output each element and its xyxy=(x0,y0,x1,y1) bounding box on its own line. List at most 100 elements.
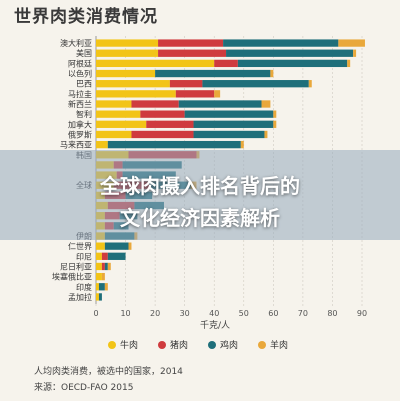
category-label: 智利 xyxy=(76,109,92,119)
x-tick-label: 40 xyxy=(209,309,219,318)
bar-segment-poultry xyxy=(107,252,126,260)
bar-segment-mutton xyxy=(104,283,108,291)
bar-segment-poultry xyxy=(107,140,241,149)
bar-segment-beef xyxy=(96,59,215,68)
bar-segment-beef xyxy=(96,100,132,108)
bar-segment-poultry xyxy=(104,262,108,271)
bar-segment-beef xyxy=(96,293,99,301)
legend-item-beef: 牛肉 xyxy=(108,338,138,351)
x-tick-label: 0 xyxy=(93,309,98,318)
bar-segment-beef xyxy=(96,242,105,250)
bar-segment-pork xyxy=(146,120,194,128)
bar-segment-beef xyxy=(96,283,99,291)
category-label: 澳大利亚 xyxy=(60,38,92,48)
legend-swatch-beef xyxy=(108,341,116,349)
legend-label-poultry: 鸡肉 xyxy=(220,341,239,351)
category-label: 印尼 xyxy=(76,252,92,261)
bar-segment-poultry xyxy=(193,130,265,139)
bar-segment-mutton xyxy=(261,100,271,108)
bar-segment-pork xyxy=(131,100,179,108)
legend-swatch-pork xyxy=(158,341,166,349)
bar-segment-pork xyxy=(158,39,224,47)
category-label: 马来西亚 xyxy=(60,141,92,150)
bar-segment-poultry xyxy=(178,100,262,108)
bar-segment-beef xyxy=(96,110,141,118)
legend-item-pork: 猪肉 xyxy=(158,338,188,351)
bar-segment-poultry xyxy=(155,69,271,78)
bar-segment-poultry xyxy=(193,120,274,128)
bar-segment-pork xyxy=(131,130,194,139)
x-tick-label: 30 xyxy=(180,309,190,318)
bar-segment-beef xyxy=(96,130,132,139)
legend-item-mutton: 羊肉 xyxy=(258,338,288,351)
bar-segment-poultry xyxy=(226,49,354,57)
bar-segment-mutton xyxy=(270,69,274,78)
bar-segment-mutton xyxy=(347,59,351,68)
bar-segment-poultry xyxy=(104,242,129,250)
headline-line-1: 全球肉摄入排名背后的 xyxy=(100,174,300,198)
chart-legend: 牛肉 猪肉 鸡肉 羊肉 xyxy=(108,338,388,352)
x-tick-label: 60 xyxy=(268,309,278,318)
headline-line-2: 文化经济因素解析 xyxy=(120,206,280,230)
headline-overlay-band xyxy=(0,150,400,240)
legend-label-beef: 牛肉 xyxy=(120,341,139,351)
x-tick-label: 20 xyxy=(150,309,160,318)
legend-swatch-poultry xyxy=(208,341,216,349)
bar-segment-beef xyxy=(96,69,156,78)
bar-segment-mutton xyxy=(353,49,357,57)
bar-segment-pork xyxy=(175,90,215,98)
category-label: 埃塞俄比亚 xyxy=(52,272,92,282)
footnote-description: 人均肉类消费，被选中的国家，2014 xyxy=(34,367,183,377)
footnote-source: 来源：OECD-FAO 2015 xyxy=(34,383,134,393)
bar-segment-pork xyxy=(140,110,185,118)
bar-segment-mutton xyxy=(214,90,221,98)
category-label: 加拿大 xyxy=(68,119,92,129)
legend-label-pork: 猪肉 xyxy=(170,341,189,351)
category-label: 以色列 xyxy=(68,69,92,79)
category-label: 印度 xyxy=(76,282,92,292)
legend-swatch-mutton xyxy=(258,341,266,349)
x-tick-label: 80 xyxy=(327,309,337,318)
bar-segment-beef xyxy=(96,140,108,149)
bar-segment-mutton xyxy=(273,110,277,118)
bar-segment-beef xyxy=(96,39,159,47)
bar-segment-mutton xyxy=(240,140,244,149)
x-tick-label: 50 xyxy=(239,309,249,318)
x-axis-unit-label: 千克/人 xyxy=(200,321,231,331)
bar-segment-poultry xyxy=(202,80,309,88)
bar-segment-pork xyxy=(169,80,203,88)
category-label: 马拉圭 xyxy=(68,89,92,99)
category-label: 美国 xyxy=(76,48,92,58)
bar-segment-mutton xyxy=(107,262,111,271)
bar-segment-mutton xyxy=(128,242,132,250)
bar-segment-poultry xyxy=(98,293,102,301)
category-label: 巴西 xyxy=(76,80,92,89)
bar-segment-beef xyxy=(96,90,176,98)
bar-segment-mutton xyxy=(338,39,365,47)
bar-segment-poultry xyxy=(223,39,339,47)
bar-segment-pork xyxy=(214,59,238,68)
bar-segment-pork xyxy=(101,252,108,260)
bar-segment-beef xyxy=(96,120,147,128)
category-label: 新西兰 xyxy=(68,99,92,109)
bar-segment-mutton xyxy=(101,272,105,281)
bar-segment-mutton xyxy=(273,120,277,128)
bar-segment-poultry xyxy=(98,283,105,291)
category-label: 俄罗斯 xyxy=(68,129,92,139)
bar-segment-poultry xyxy=(237,59,348,68)
bar-segment-mutton xyxy=(264,130,268,139)
category-label: 尼日利亚 xyxy=(60,261,92,271)
bar-segment-beef xyxy=(96,272,102,281)
bar-segment-beef xyxy=(96,49,159,57)
legend-label-mutton: 羊肉 xyxy=(270,341,289,351)
bar-segment-beef xyxy=(96,80,170,88)
category-label: 仁世界 xyxy=(68,241,92,251)
category-label: 阿根廷 xyxy=(68,58,92,68)
legend-item-poultry: 鸡肉 xyxy=(208,338,238,351)
x-tick-label: 90 xyxy=(357,309,367,318)
x-tick-label: 70 xyxy=(298,309,308,318)
bar-segment-beef xyxy=(96,262,102,271)
bar-segment-mutton xyxy=(308,80,312,88)
bar-segment-beef xyxy=(96,252,102,260)
